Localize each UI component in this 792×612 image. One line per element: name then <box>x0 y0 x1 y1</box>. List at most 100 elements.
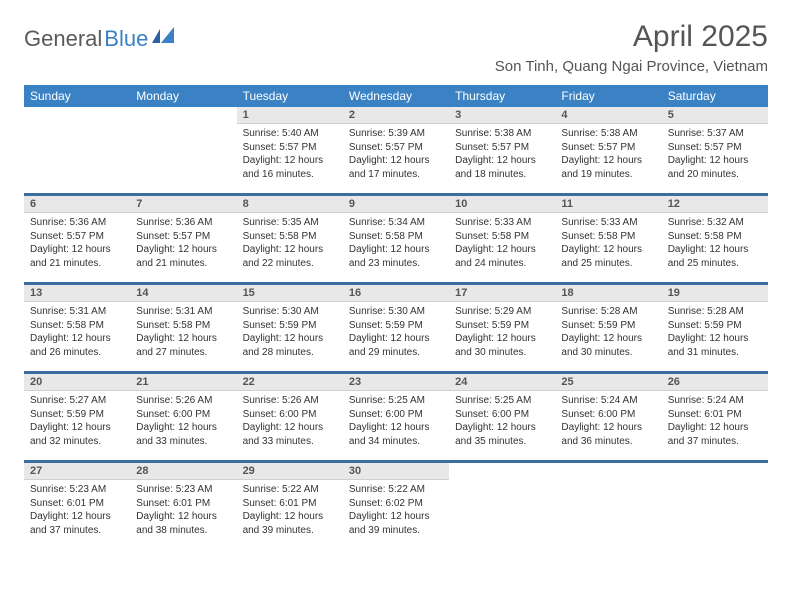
daylight-line: Daylight: 12 hours and 16 minutes. <box>243 154 337 181</box>
daylight-line: Daylight: 12 hours and 29 minutes. <box>349 332 443 359</box>
daylight-line: Daylight: 12 hours and 32 minutes. <box>30 421 124 448</box>
daylight-line: Daylight: 12 hours and 20 minutes. <box>668 154 762 181</box>
brand-part1: General <box>24 26 102 52</box>
sunset-line: Sunset: 5:57 PM <box>668 141 762 155</box>
daylight-line: Daylight: 12 hours and 26 minutes. <box>30 332 124 359</box>
day-number: 24 <box>449 374 555 391</box>
calendar-day-cell: 10Sunrise: 5:33 AMSunset: 5:58 PMDayligh… <box>449 196 555 282</box>
sunrise-line: Sunrise: 5:23 AM <box>136 483 230 497</box>
calendar-day-cell: 14Sunrise: 5:31 AMSunset: 5:58 PMDayligh… <box>130 285 236 371</box>
sunset-line: Sunset: 5:59 PM <box>30 408 124 422</box>
weekday-header: Saturday <box>662 85 768 107</box>
sunset-line: Sunset: 6:00 PM <box>561 408 655 422</box>
brand-part2: Blue <box>104 26 148 52</box>
day-number: 17 <box>449 285 555 302</box>
day-number: 8 <box>237 196 343 213</box>
daylight-line: Daylight: 12 hours and 18 minutes. <box>455 154 549 181</box>
daylight-line: Daylight: 12 hours and 37 minutes. <box>30 510 124 537</box>
sunset-line: Sunset: 6:01 PM <box>668 408 762 422</box>
day-number: 1 <box>237 107 343 124</box>
daylight-line: Daylight: 12 hours and 30 minutes. <box>561 332 655 359</box>
sunset-line: Sunset: 5:58 PM <box>561 230 655 244</box>
day-info: Sunrise: 5:38 AMSunset: 5:57 PMDaylight:… <box>449 124 555 185</box>
day-info: Sunrise: 5:36 AMSunset: 5:57 PMDaylight:… <box>130 213 236 274</box>
sunrise-line: Sunrise: 5:32 AM <box>668 216 762 230</box>
sunrise-line: Sunrise: 5:25 AM <box>349 394 443 408</box>
day-info: Sunrise: 5:30 AMSunset: 5:59 PMDaylight:… <box>343 302 449 363</box>
sunrise-line: Sunrise: 5:33 AM <box>561 216 655 230</box>
day-info: Sunrise: 5:22 AMSunset: 6:02 PMDaylight:… <box>343 480 449 541</box>
calendar-day-cell: 18Sunrise: 5:28 AMSunset: 5:59 PMDayligh… <box>555 285 661 371</box>
day-number: 13 <box>24 285 130 302</box>
sunrise-line: Sunrise: 5:34 AM <box>349 216 443 230</box>
day-number: 20 <box>24 374 130 391</box>
daylight-line: Daylight: 12 hours and 31 minutes. <box>668 332 762 359</box>
calendar-day-cell: 25Sunrise: 5:24 AMSunset: 6:00 PMDayligh… <box>555 374 661 460</box>
day-info: Sunrise: 5:26 AMSunset: 6:00 PMDaylight:… <box>130 391 236 452</box>
weekday-header: Friday <box>555 85 661 107</box>
sunrise-line: Sunrise: 5:36 AM <box>30 216 124 230</box>
sunrise-line: Sunrise: 5:29 AM <box>455 305 549 319</box>
calendar-body: 1Sunrise: 5:40 AMSunset: 5:57 PMDaylight… <box>24 107 768 549</box>
sunset-line: Sunset: 5:59 PM <box>243 319 337 333</box>
calendar-day-cell <box>555 463 661 549</box>
location-text: Son Tinh, Quang Ngai Province, Vietnam <box>495 58 768 75</box>
sunrise-line: Sunrise: 5:36 AM <box>136 216 230 230</box>
sunrise-line: Sunrise: 5:25 AM <box>455 394 549 408</box>
daylight-line: Daylight: 12 hours and 19 minutes. <box>561 154 655 181</box>
day-info: Sunrise: 5:25 AMSunset: 6:00 PMDaylight:… <box>343 391 449 452</box>
day-number: 29 <box>237 463 343 480</box>
sunset-line: Sunset: 5:57 PM <box>243 141 337 155</box>
weekday-header: Thursday <box>449 85 555 107</box>
day-number: 14 <box>130 285 236 302</box>
daylight-line: Daylight: 12 hours and 25 minutes. <box>668 243 762 270</box>
day-number: 5 <box>662 107 768 124</box>
calendar-day-cell: 27Sunrise: 5:23 AMSunset: 6:01 PMDayligh… <box>24 463 130 549</box>
calendar-day-cell: 16Sunrise: 5:30 AMSunset: 5:59 PMDayligh… <box>343 285 449 371</box>
day-number: 9 <box>343 196 449 213</box>
sunrise-line: Sunrise: 5:23 AM <box>30 483 124 497</box>
sunset-line: Sunset: 5:57 PM <box>349 141 443 155</box>
day-number: 12 <box>662 196 768 213</box>
day-info: Sunrise: 5:24 AMSunset: 6:00 PMDaylight:… <box>555 391 661 452</box>
weekday-header: Sunday <box>24 85 130 107</box>
day-info: Sunrise: 5:32 AMSunset: 5:58 PMDaylight:… <box>662 213 768 274</box>
day-number: 18 <box>555 285 661 302</box>
day-number: 10 <box>449 196 555 213</box>
daylight-line: Daylight: 12 hours and 30 minutes. <box>455 332 549 359</box>
sunset-line: Sunset: 6:02 PM <box>349 497 443 511</box>
day-info: Sunrise: 5:37 AMSunset: 5:57 PMDaylight:… <box>662 124 768 185</box>
day-info: Sunrise: 5:34 AMSunset: 5:58 PMDaylight:… <box>343 213 449 274</box>
calendar-day-cell: 3Sunrise: 5:38 AMSunset: 5:57 PMDaylight… <box>449 107 555 193</box>
calendar-day-cell: 20Sunrise: 5:27 AMSunset: 5:59 PMDayligh… <box>24 374 130 460</box>
day-number: 19 <box>662 285 768 302</box>
sunset-line: Sunset: 6:00 PM <box>243 408 337 422</box>
sunset-line: Sunset: 5:58 PM <box>455 230 549 244</box>
sunset-line: Sunset: 6:01 PM <box>243 497 337 511</box>
sunrise-line: Sunrise: 5:26 AM <box>136 394 230 408</box>
calendar-day-cell: 15Sunrise: 5:30 AMSunset: 5:59 PMDayligh… <box>237 285 343 371</box>
day-number: 23 <box>343 374 449 391</box>
day-info: Sunrise: 5:36 AMSunset: 5:57 PMDaylight:… <box>24 213 130 274</box>
sunrise-line: Sunrise: 5:22 AM <box>243 483 337 497</box>
sunrise-line: Sunrise: 5:38 AM <box>455 127 549 141</box>
calendar-header-row: SundayMondayTuesdayWednesdayThursdayFrid… <box>24 85 768 107</box>
calendar-day-cell: 26Sunrise: 5:24 AMSunset: 6:01 PMDayligh… <box>662 374 768 460</box>
sunrise-line: Sunrise: 5:24 AM <box>561 394 655 408</box>
weekday-header: Monday <box>130 85 236 107</box>
sunrise-line: Sunrise: 5:28 AM <box>561 305 655 319</box>
day-number: 16 <box>343 285 449 302</box>
calendar-week-row: 13Sunrise: 5:31 AMSunset: 5:58 PMDayligh… <box>24 285 768 371</box>
day-number: 30 <box>343 463 449 480</box>
calendar-table: SundayMondayTuesdayWednesdayThursdayFrid… <box>24 85 768 549</box>
daylight-line: Daylight: 12 hours and 24 minutes. <box>455 243 549 270</box>
daylight-line: Daylight: 12 hours and 21 minutes. <box>136 243 230 270</box>
sunset-line: Sunset: 5:59 PM <box>668 319 762 333</box>
day-number: 15 <box>237 285 343 302</box>
calendar-day-cell: 8Sunrise: 5:35 AMSunset: 5:58 PMDaylight… <box>237 196 343 282</box>
calendar-day-cell: 11Sunrise: 5:33 AMSunset: 5:58 PMDayligh… <box>555 196 661 282</box>
calendar-day-cell: 9Sunrise: 5:34 AMSunset: 5:58 PMDaylight… <box>343 196 449 282</box>
daylight-line: Daylight: 12 hours and 39 minutes. <box>349 510 443 537</box>
sunset-line: Sunset: 5:58 PM <box>668 230 762 244</box>
calendar-day-cell: 4Sunrise: 5:38 AMSunset: 5:57 PMDaylight… <box>555 107 661 193</box>
